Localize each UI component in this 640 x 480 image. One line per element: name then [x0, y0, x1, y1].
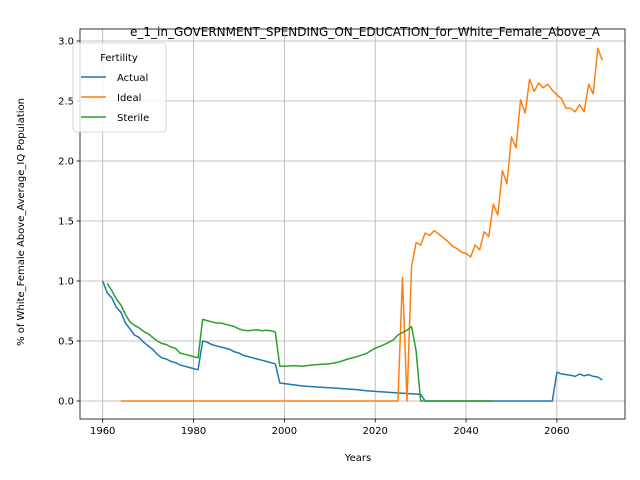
legend-label-sterile: Sterile: [117, 113, 149, 124]
legend-box: [72, 42, 167, 133]
x-tick-label: 1980: [181, 426, 206, 437]
y-tick-label: 2.0: [58, 157, 74, 168]
legend-items: Actual Ideal Sterile: [81, 73, 149, 124]
legend-label-ideal: Ideal: [117, 93, 141, 104]
y-tick-label: 0.5: [58, 337, 74, 348]
series-line-actual: [102, 280, 603, 402]
legend-title: Fertility: [100, 53, 138, 64]
series-line-ideal: [120, 47, 603, 402]
series-lines: [102, 47, 603, 402]
x-axis-ticks: 1960 1980 2000 2020 2040 2060: [90, 419, 570, 437]
x-tick-label: 2020: [362, 426, 387, 437]
legend-label-actual: Actual: [117, 73, 148, 84]
y-tick-label: 3.0: [58, 37, 74, 48]
y-tick-label: 2.5: [58, 97, 74, 108]
x-axis-label: Years: [344, 453, 371, 464]
axes-frame: [79, 28, 626, 420]
y-tick-label: 1.5: [58, 217, 74, 228]
chart-title: e_1_in_GOVERNMENT_SPENDING_ON_EDUCATION_…: [130, 25, 601, 39]
y-axis-label: % of White_Female Above_Average_IQ Popul…: [16, 98, 27, 346]
legend: Fertility Actual Ideal Sterile: [72, 42, 167, 133]
y-tick-label: 0.0: [58, 397, 74, 408]
x-tick-label: 2040: [453, 426, 478, 437]
y-tick-label: 1.0: [58, 277, 74, 288]
x-tick-label: 2000: [272, 426, 297, 437]
x-tick-label: 1960: [90, 426, 115, 437]
series-line-sterile: [106, 282, 494, 402]
x-tick-label: 2060: [544, 426, 569, 437]
